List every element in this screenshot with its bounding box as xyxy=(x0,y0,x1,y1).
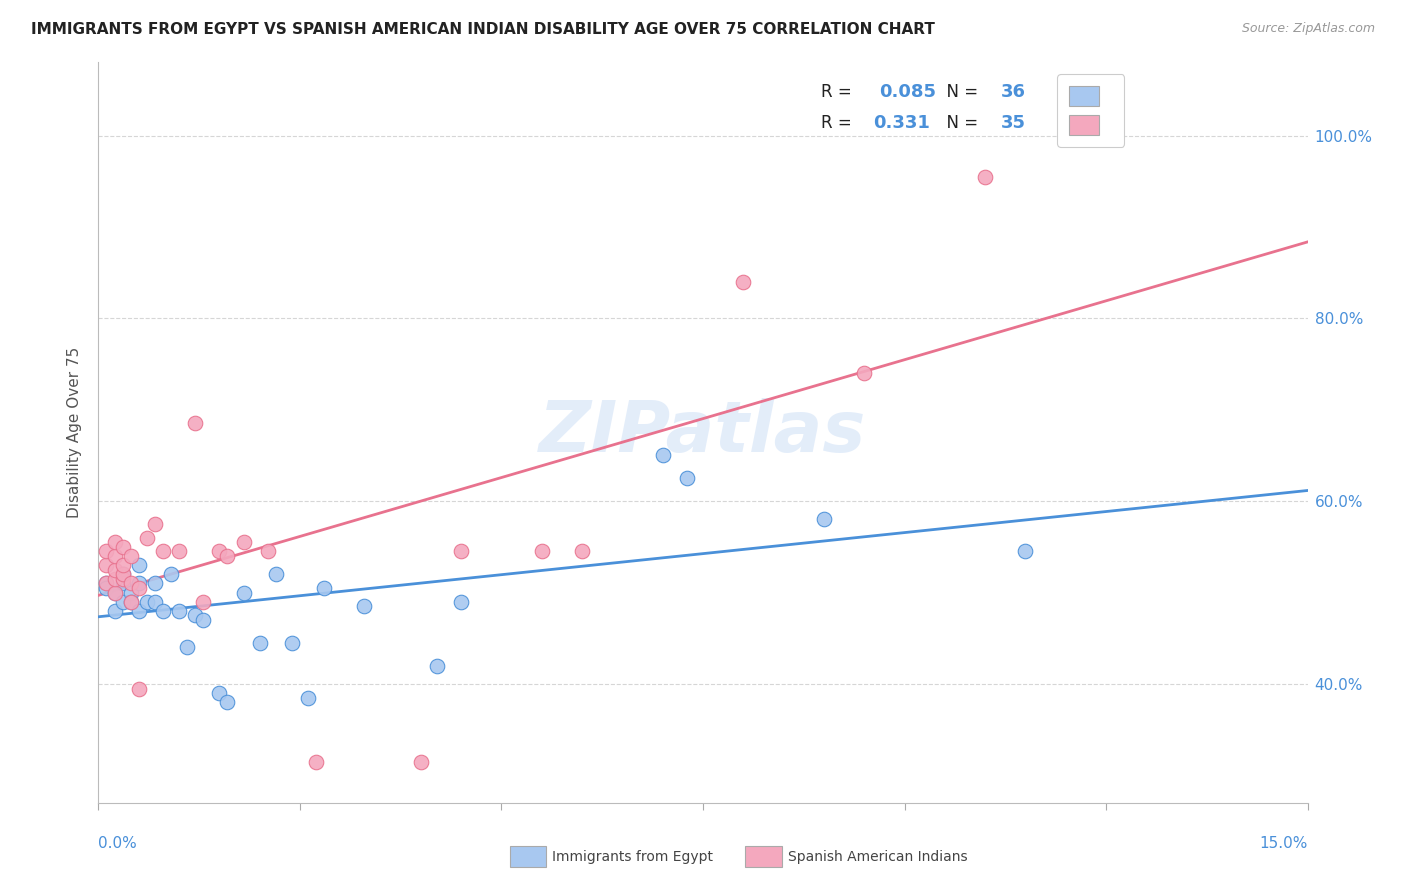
Point xyxy=(314,581,336,595)
Point xyxy=(143,595,166,609)
Point xyxy=(143,516,166,531)
Y-axis label: Disability Age Over 75: Disability Age Over 75 xyxy=(67,347,83,518)
Point xyxy=(853,366,876,380)
Point xyxy=(103,585,125,599)
Point xyxy=(128,581,150,595)
Point xyxy=(208,686,231,700)
Point xyxy=(128,681,150,696)
Point xyxy=(128,604,150,618)
Text: N =: N = xyxy=(936,114,984,132)
Point xyxy=(135,531,157,545)
Point xyxy=(974,169,997,184)
Text: 15.0%: 15.0% xyxy=(1260,836,1308,851)
Point xyxy=(120,595,142,609)
Point xyxy=(135,595,157,609)
Point xyxy=(176,640,198,655)
Point xyxy=(217,549,239,563)
Point xyxy=(167,604,190,618)
Point xyxy=(450,595,472,609)
Point xyxy=(96,581,118,595)
Point xyxy=(103,535,125,549)
Text: 0.085: 0.085 xyxy=(880,83,936,101)
Point xyxy=(111,567,134,582)
Point xyxy=(249,636,271,650)
Point xyxy=(733,275,755,289)
Point xyxy=(571,544,593,558)
Point xyxy=(256,544,278,558)
Text: N =: N = xyxy=(936,83,984,101)
Point xyxy=(450,544,472,558)
Point xyxy=(120,549,142,563)
Text: IMMIGRANTS FROM EGYPT VS SPANISH AMERICAN INDIAN DISABILITY AGE OVER 75 CORRELAT: IMMIGRANTS FROM EGYPT VS SPANISH AMERICA… xyxy=(31,22,935,37)
Point xyxy=(152,544,174,558)
Point xyxy=(111,572,134,586)
Point xyxy=(111,540,134,554)
Point xyxy=(120,595,142,609)
Point xyxy=(111,558,134,573)
Text: Spanish American Indians: Spanish American Indians xyxy=(787,850,967,863)
Text: R =: R = xyxy=(821,114,858,132)
Point xyxy=(409,755,432,769)
Point xyxy=(651,449,673,463)
Point xyxy=(111,595,134,609)
Point xyxy=(193,595,215,609)
Point xyxy=(143,576,166,591)
Point xyxy=(111,567,134,582)
Point xyxy=(96,544,118,558)
Point xyxy=(184,608,207,623)
Point xyxy=(184,417,207,431)
Point xyxy=(193,613,215,627)
Text: ZIPatlas: ZIPatlas xyxy=(540,398,866,467)
Text: 0.0%: 0.0% xyxy=(98,836,138,851)
Point xyxy=(103,585,125,599)
Point xyxy=(120,576,142,591)
Point xyxy=(167,544,190,558)
Text: 36: 36 xyxy=(1001,83,1025,101)
Point xyxy=(353,599,375,614)
Point xyxy=(232,535,254,549)
Text: R =: R = xyxy=(821,83,858,101)
Point xyxy=(128,576,150,591)
FancyBboxPatch shape xyxy=(745,847,782,867)
Text: 0.331: 0.331 xyxy=(873,114,931,132)
Point xyxy=(103,549,125,563)
Point xyxy=(264,567,287,582)
Point xyxy=(96,558,118,573)
Text: Immigrants from Egypt: Immigrants from Egypt xyxy=(551,850,713,863)
FancyBboxPatch shape xyxy=(509,847,546,867)
Point xyxy=(208,544,231,558)
Point xyxy=(103,604,125,618)
Point xyxy=(281,636,304,650)
Point xyxy=(217,695,239,709)
Point xyxy=(305,755,328,769)
Text: 35: 35 xyxy=(1001,114,1025,132)
Point xyxy=(426,658,449,673)
Point xyxy=(1014,544,1036,558)
Point xyxy=(96,576,118,591)
Point xyxy=(232,585,254,599)
Point xyxy=(111,576,134,591)
Point xyxy=(152,604,174,618)
Point xyxy=(120,585,142,599)
Text: Source: ZipAtlas.com: Source: ZipAtlas.com xyxy=(1241,22,1375,36)
Point xyxy=(297,690,319,705)
Point xyxy=(103,563,125,577)
Point xyxy=(103,572,125,586)
Legend: , : , xyxy=(1057,74,1123,147)
Point xyxy=(676,471,699,485)
Point xyxy=(96,576,118,591)
Point xyxy=(813,512,835,526)
Point xyxy=(530,544,553,558)
Point xyxy=(160,567,183,582)
Point xyxy=(128,558,150,573)
